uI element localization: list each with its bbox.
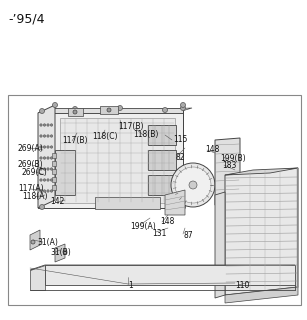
Circle shape (118, 106, 122, 110)
Text: 115: 115 (173, 135, 187, 145)
Circle shape (43, 157, 46, 159)
Circle shape (40, 108, 45, 114)
Polygon shape (30, 265, 45, 290)
Text: 110: 110 (235, 282, 249, 291)
Text: 199(B): 199(B) (220, 154, 246, 163)
Bar (60, 118, 175, 203)
Polygon shape (38, 105, 55, 208)
Text: 148: 148 (205, 145, 220, 154)
Circle shape (181, 204, 185, 210)
Text: 131: 131 (152, 228, 166, 237)
Circle shape (47, 146, 49, 148)
Circle shape (50, 146, 53, 148)
Bar (52, 177, 56, 182)
Text: 199(A): 199(A) (130, 221, 156, 230)
Circle shape (40, 135, 42, 137)
Polygon shape (165, 190, 185, 215)
Bar (52, 169, 56, 174)
Text: 118(B): 118(B) (133, 130, 158, 139)
Circle shape (43, 135, 46, 137)
Text: 31(B): 31(B) (50, 247, 71, 257)
Bar (68, 108, 83, 116)
Circle shape (47, 124, 49, 126)
Bar (38, 113, 183, 208)
Bar (52, 185, 56, 190)
Text: 87: 87 (183, 230, 192, 239)
Circle shape (50, 135, 53, 137)
Text: 142: 142 (50, 197, 64, 206)
Circle shape (43, 190, 46, 192)
Text: 269(B): 269(B) (18, 161, 44, 170)
Circle shape (43, 168, 46, 170)
Text: 118(C): 118(C) (92, 132, 118, 140)
Circle shape (107, 108, 111, 112)
Text: 118(A): 118(A) (22, 193, 48, 202)
Circle shape (40, 190, 42, 192)
Bar (52, 153, 56, 158)
Bar (95, 197, 160, 209)
Circle shape (43, 179, 46, 181)
Circle shape (47, 179, 49, 181)
Circle shape (181, 102, 185, 108)
Text: 117(B): 117(B) (118, 123, 143, 132)
Polygon shape (225, 168, 298, 295)
Polygon shape (225, 287, 298, 303)
Circle shape (50, 157, 53, 159)
Text: 117(A): 117(A) (18, 185, 44, 194)
Circle shape (50, 179, 53, 181)
Bar (100, 106, 118, 114)
Text: 148: 148 (160, 218, 174, 227)
Circle shape (162, 108, 168, 113)
Circle shape (171, 163, 215, 207)
Polygon shape (30, 230, 40, 250)
Text: 1: 1 (128, 282, 133, 291)
Polygon shape (38, 108, 183, 113)
Bar (148, 175, 176, 195)
Circle shape (189, 181, 197, 189)
Circle shape (52, 102, 57, 108)
Circle shape (73, 110, 77, 114)
Text: 183: 183 (222, 162, 236, 171)
Circle shape (40, 168, 42, 170)
Text: 269(C): 269(C) (22, 169, 48, 178)
Circle shape (63, 250, 67, 254)
Circle shape (47, 190, 49, 192)
Polygon shape (215, 192, 225, 298)
Circle shape (47, 157, 49, 159)
Bar (55, 150, 75, 195)
Circle shape (47, 168, 49, 170)
Circle shape (47, 135, 49, 137)
Bar (148, 150, 176, 170)
Circle shape (181, 106, 185, 110)
Polygon shape (55, 244, 65, 262)
Text: 31(A): 31(A) (37, 237, 58, 246)
Text: 117(B): 117(B) (62, 137, 87, 146)
Bar (8, 95, 301, 305)
Text: 82: 82 (175, 153, 185, 162)
Circle shape (50, 190, 53, 192)
Polygon shape (38, 108, 192, 113)
Polygon shape (225, 168, 298, 175)
Circle shape (50, 168, 53, 170)
Polygon shape (45, 265, 295, 285)
Circle shape (43, 146, 46, 148)
Circle shape (175, 167, 211, 203)
Circle shape (50, 124, 53, 126)
Bar (52, 161, 56, 166)
Polygon shape (215, 138, 240, 205)
Circle shape (40, 157, 42, 159)
Text: -’95/4: -’95/4 (8, 12, 45, 25)
Circle shape (31, 240, 35, 244)
Polygon shape (30, 265, 295, 270)
Circle shape (40, 179, 42, 181)
Circle shape (40, 204, 45, 210)
Circle shape (40, 124, 42, 126)
Bar (148, 125, 176, 145)
Circle shape (43, 124, 46, 126)
Circle shape (40, 146, 42, 148)
Text: 269(A): 269(A) (18, 143, 44, 153)
Circle shape (72, 107, 77, 111)
